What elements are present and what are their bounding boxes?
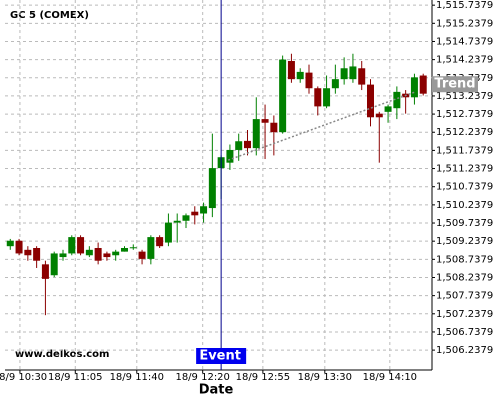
candle-body bbox=[120, 247, 128, 252]
y-tick-label: 1,508.2379 bbox=[436, 272, 493, 283]
candle-body bbox=[287, 61, 295, 80]
candle-body bbox=[6, 240, 14, 247]
y-tick-label: 1,515.2379 bbox=[436, 18, 493, 29]
candle-body bbox=[33, 247, 41, 261]
candle-body bbox=[366, 84, 374, 118]
candle-body bbox=[191, 211, 199, 216]
x-tick-label: 18/9 10:30 bbox=[0, 372, 47, 383]
candle-body bbox=[164, 222, 172, 243]
candle-body bbox=[331, 79, 339, 89]
candle-body bbox=[384, 106, 392, 112]
x-tick-label: 18/9 11:05 bbox=[48, 372, 102, 383]
event-label-box bbox=[196, 348, 247, 364]
candle-body bbox=[59, 253, 67, 258]
trend-label-box bbox=[432, 76, 478, 93]
candle-body bbox=[103, 253, 111, 258]
x-tick-label: 18/9 12:20 bbox=[175, 372, 229, 383]
candle-body bbox=[200, 206, 208, 214]
y-tick-label: 1,508.7379 bbox=[436, 254, 493, 265]
x-axis-label: Date bbox=[199, 383, 234, 398]
x-tick-label: 18/9 11:40 bbox=[110, 372, 164, 383]
candle-body bbox=[419, 75, 427, 94]
candle-body bbox=[226, 149, 234, 163]
y-tick-label: 1,514.7379 bbox=[436, 36, 493, 47]
y-tick-label: 1,512.7379 bbox=[436, 109, 493, 120]
candle-body bbox=[208, 168, 216, 209]
event-label: Event bbox=[199, 349, 241, 364]
candle-body bbox=[340, 68, 348, 80]
candle-body bbox=[375, 113, 383, 118]
candle-body bbox=[24, 249, 32, 256]
candle-body bbox=[173, 220, 181, 223]
candle-body bbox=[50, 253, 58, 276]
y-tick-label: 1,511.7379 bbox=[436, 145, 493, 156]
y-tick-label: 1,506.2379 bbox=[436, 345, 493, 356]
y-tick-label: 1,509.7379 bbox=[436, 218, 493, 229]
candle-body bbox=[270, 122, 278, 133]
candle-body bbox=[410, 77, 418, 98]
candle-body bbox=[156, 237, 164, 247]
y-tick-label: 1,509.2379 bbox=[436, 236, 493, 247]
y-tick-label: 1,513.2379 bbox=[436, 91, 493, 102]
candle-body bbox=[129, 247, 137, 249]
candle-body bbox=[393, 91, 401, 109]
y-tick-label: 1,507.2379 bbox=[436, 309, 493, 320]
y-tick-label: 1,510.2379 bbox=[436, 200, 493, 211]
x-tick-label: 18/9 13:30 bbox=[298, 372, 352, 383]
y-tick-label: 1,514.2379 bbox=[436, 55, 493, 66]
candle-body bbox=[77, 237, 85, 254]
x-tick-label: 18/9 12:55 bbox=[236, 372, 290, 383]
candle-body bbox=[243, 140, 251, 149]
candle-body bbox=[41, 264, 49, 279]
y-tick-label: 1,512.2379 bbox=[436, 127, 493, 138]
trend-line bbox=[227, 91, 415, 161]
candle-body bbox=[147, 237, 155, 259]
candle-body bbox=[305, 72, 313, 89]
chart-title: GC 5 (COMEX) bbox=[10, 10, 89, 21]
candle-body bbox=[112, 251, 120, 256]
candle-body bbox=[252, 119, 260, 149]
candle-body bbox=[261, 119, 269, 123]
candle-body bbox=[235, 141, 243, 150]
candle-body bbox=[296, 71, 304, 80]
candle-body bbox=[68, 237, 76, 254]
candle-body bbox=[279, 59, 287, 133]
candle-body bbox=[15, 240, 23, 254]
x-tick-label: 18/9 14:10 bbox=[363, 372, 417, 383]
y-tick-label: 1,507.7379 bbox=[436, 291, 493, 302]
candle-body bbox=[314, 88, 322, 107]
candle-body bbox=[358, 68, 366, 85]
y-tick-label: 1,510.7379 bbox=[436, 182, 493, 193]
y-tick-label: 1,506.7379 bbox=[436, 327, 493, 338]
candle-body bbox=[323, 88, 331, 107]
candle-body bbox=[182, 215, 190, 221]
trend-label: Trend bbox=[434, 77, 475, 92]
candle-body bbox=[349, 66, 357, 80]
y-tick-label: 1,515.7379 bbox=[436, 0, 493, 11]
y-tick-label: 1,511.2379 bbox=[436, 164, 493, 175]
candle-body bbox=[85, 249, 93, 256]
candle-body bbox=[94, 247, 102, 261]
candle-body bbox=[138, 251, 146, 259]
watermark: www.delkos.com bbox=[15, 349, 109, 360]
